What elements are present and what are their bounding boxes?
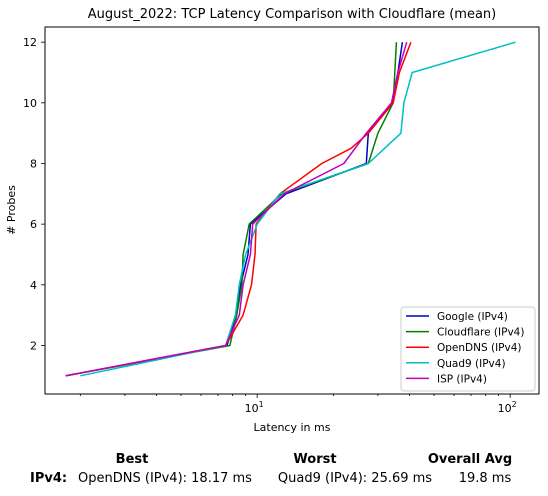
summary-worst-value: Quad9 (IPv4): 25.69 ms (277, 471, 433, 486)
series-lines (65, 41, 516, 377)
chart: August_2022: TCP Latency Comparison with… (5, 7, 540, 434)
series-line-cloudflare-ipv4 (65, 42, 398, 377)
summary-best-value: OpenDNS (IPv4): 18.17 ms (78, 471, 252, 486)
x-tick-label: 101 (245, 400, 264, 415)
legend: Google (IPv4) Cloudflare (IPv4) OpenDNS (I… (400, 306, 536, 392)
summary-header-worst: Worst (293, 452, 337, 467)
y-tick-label: 4 (30, 279, 37, 292)
summary-table: Best Worst Overall Avg IPv4: OpenDNS (IP… (0, 450, 548, 496)
legend-box (400, 306, 536, 392)
legend-label: OpenDNS (IPv4) (437, 342, 522, 354)
x-axis-ticks: 101 102 (79, 394, 517, 415)
x-axis-label: Latency in ms (254, 421, 331, 434)
summary-overall-value: 19.8 ms (458, 471, 512, 486)
y-tick-label: 8 (30, 157, 37, 170)
y-tick-label: 6 (30, 218, 37, 231)
series-line-opendns-ipv4 (65, 41, 412, 377)
y-axis-label: # Probes (5, 185, 18, 235)
y-tick-label: 2 (30, 339, 37, 352)
summary-header-overall: Overall Avg (427, 452, 513, 467)
y-tick-label: 10 (23, 97, 37, 110)
y-axis-ticks: 2 4 6 8 10 12 (23, 36, 45, 352)
series-line-isp-ipv4 (65, 41, 408, 377)
legend-label: Google (IPv4) (437, 311, 508, 323)
legend-label: Cloudflare (IPv4) (437, 327, 524, 339)
legend-label: ISP (IPv4) (437, 373, 487, 385)
y-tick-label: 12 (23, 36, 37, 49)
legend-label: Quad9 (IPv4) (437, 358, 506, 370)
x-tick-label: 102 (498, 400, 517, 415)
chart-title: August_2022: TCP Latency Comparison with… (88, 7, 497, 22)
summary-row-label: IPv4: (30, 471, 68, 486)
plot-frame (44, 26, 540, 395)
summary-header-best: Best (115, 452, 149, 467)
